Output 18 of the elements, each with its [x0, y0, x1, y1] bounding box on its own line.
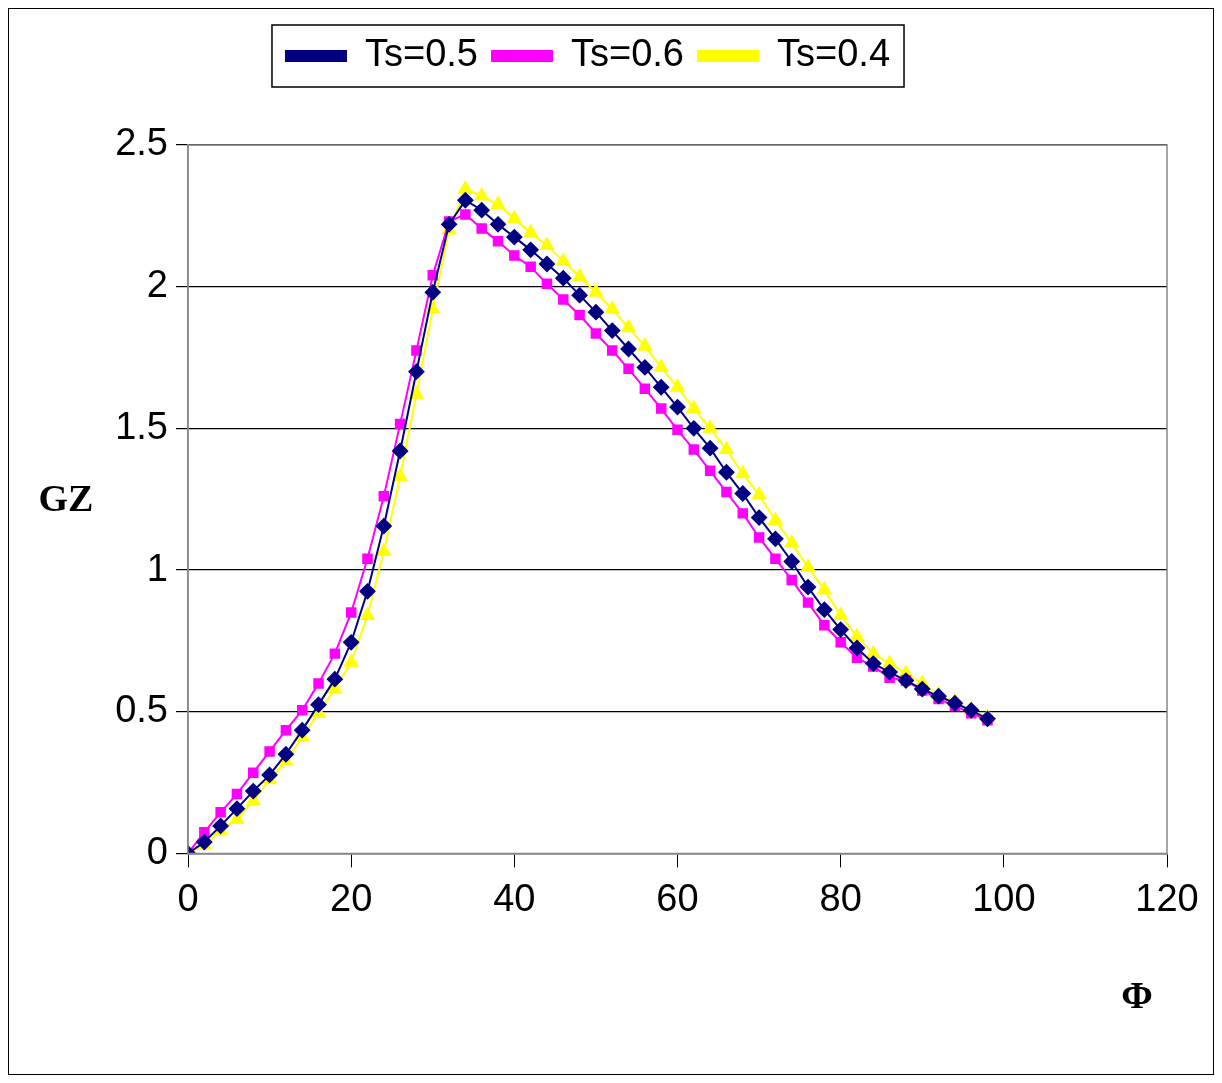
x-axis-title: Φ — [1121, 974, 1153, 1017]
legend-label: Ts=0.4 — [777, 32, 891, 75]
y-tick-label: 1.5 — [115, 404, 168, 447]
x-tick-label: 120 — [1135, 876, 1199, 919]
y-tick-label: 2.5 — [115, 121, 168, 164]
legend-label: Ts=0.6 — [570, 32, 685, 75]
x-tick-label: 60 — [656, 876, 699, 919]
y-tick-label: 0 — [146, 829, 168, 872]
y-tick-label: 1 — [146, 546, 168, 589]
x-tick-label: 40 — [493, 876, 536, 919]
x-tick-label: 0 — [177, 876, 199, 919]
x-tick-label: 20 — [330, 876, 373, 919]
y-tick-label: 0.5 — [115, 688, 168, 731]
x-tick-label: 80 — [819, 876, 862, 919]
x-tick-label: 100 — [972, 876, 1036, 919]
y-axis-title: GZ — [38, 477, 94, 520]
y-tick-label: 2 — [146, 263, 168, 306]
legend-label: Ts=0.5 — [364, 32, 479, 75]
